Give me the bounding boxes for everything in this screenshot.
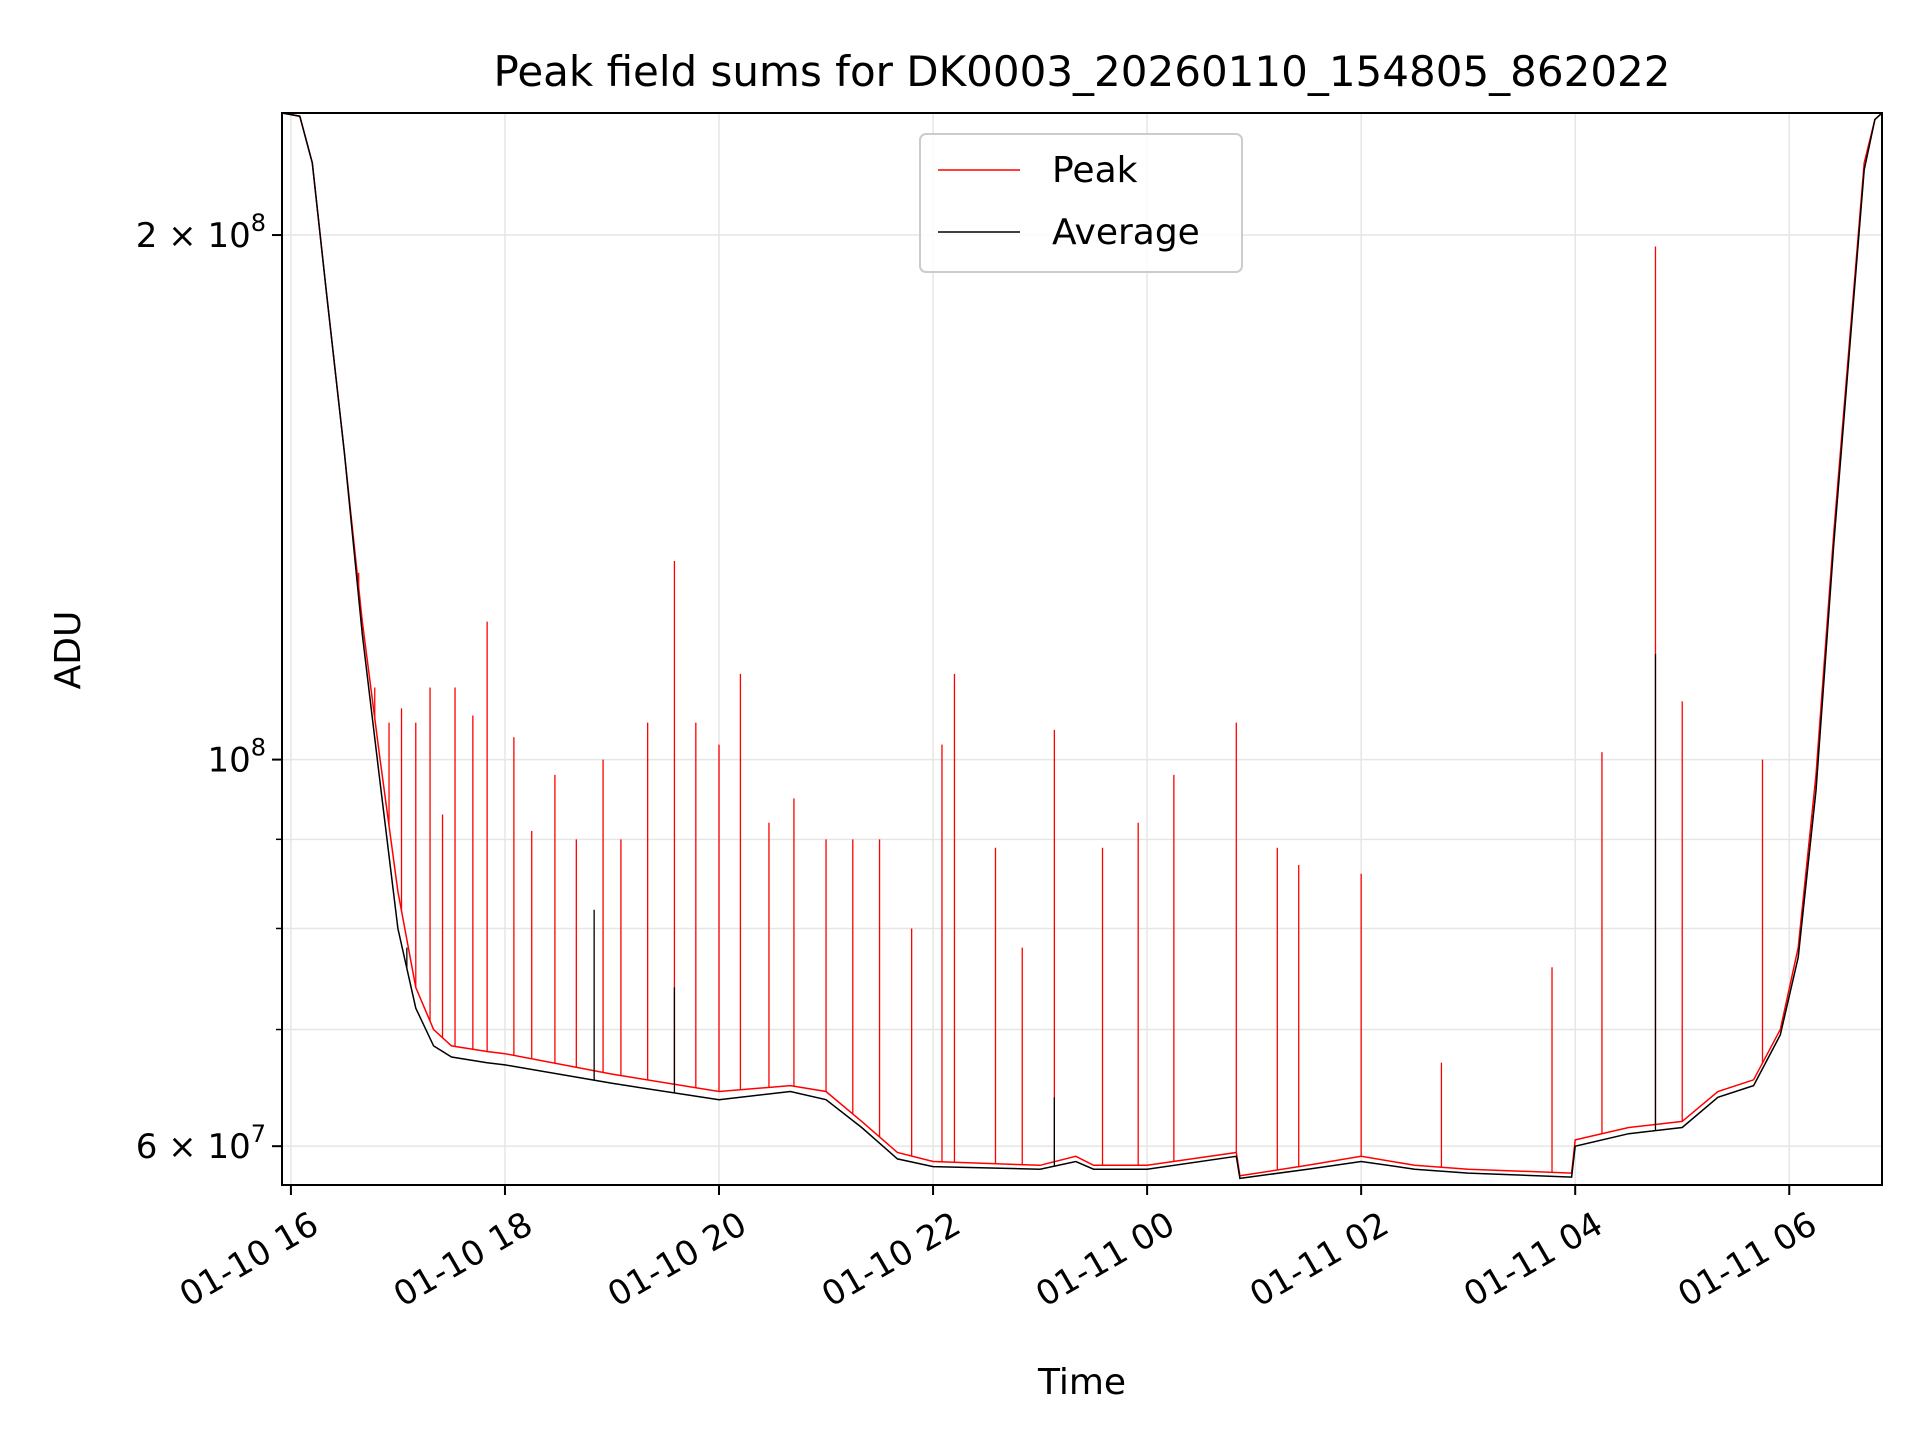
y-tick-label: 2 × 108 — [136, 209, 266, 256]
series-layer — [282, 113, 1882, 1180]
x-axis-label: Time — [1037, 1362, 1126, 1403]
y-tick-label: 108 — [207, 734, 266, 781]
plot-frame — [281, 112, 1883, 1186]
chart-title: Peak field sums for DK0003_20260110_1548… — [493, 47, 1670, 96]
legend: Peak Average — [919, 133, 1243, 273]
legend-label-average: Average — [1052, 212, 1200, 253]
series-line-average — [282, 113, 1882, 1180]
y-axis-label: ADU — [48, 611, 89, 690]
y-axis: 6 × 107 108 2 × 108 — [136, 209, 282, 1167]
legend-box — [919, 133, 1243, 273]
y-tick-label: 6 × 107 — [136, 1120, 266, 1167]
legend-label-peak: Peak — [1052, 150, 1138, 191]
